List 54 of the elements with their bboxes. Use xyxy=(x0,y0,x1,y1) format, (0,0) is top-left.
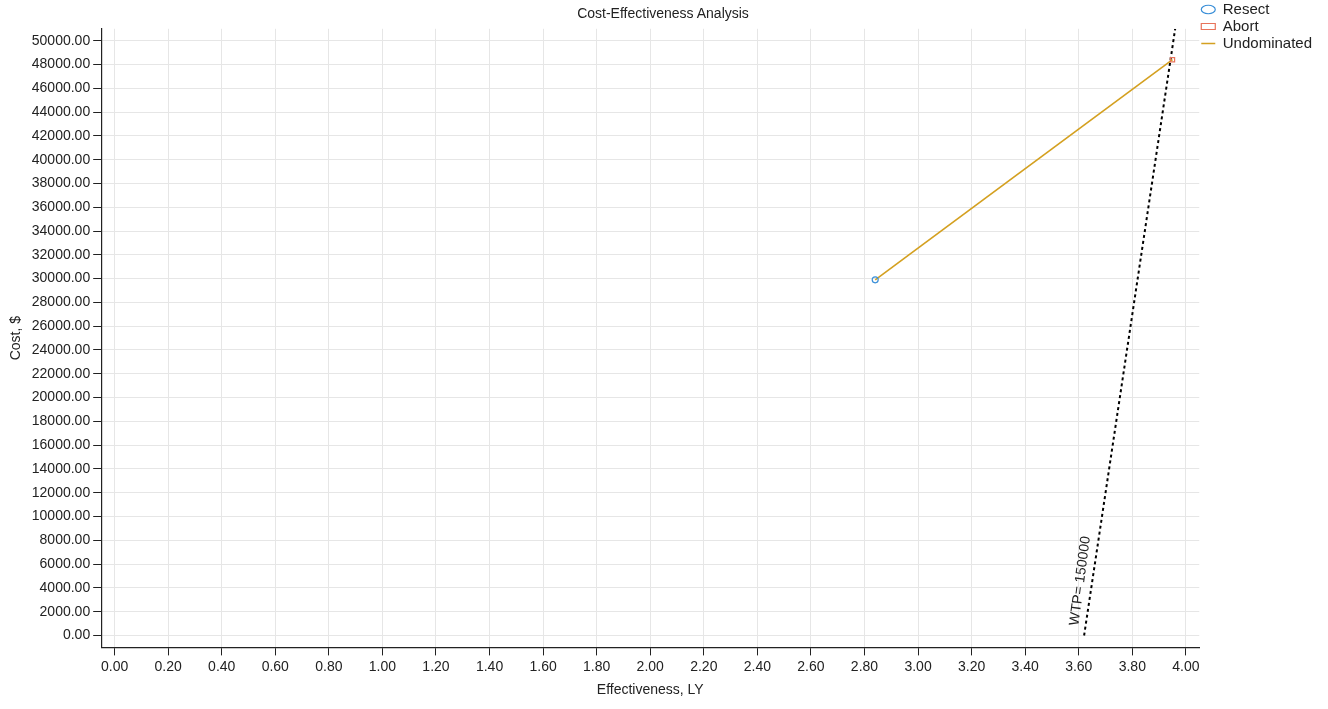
x-tick-label: 0.60 xyxy=(261,657,290,674)
x-tick-label: 2.20 xyxy=(690,657,718,674)
x-tick-label: 3.80 xyxy=(1118,657,1147,674)
x-tick-label: 0.80 xyxy=(315,657,343,674)
y-tick-label: 14000.00 xyxy=(31,459,91,476)
x-tick-label: 1.00 xyxy=(368,657,397,674)
x-tick-label: 1.40 xyxy=(475,657,504,674)
x-tick-label: 0.40 xyxy=(208,657,236,674)
y-tick-label: 2000.00 xyxy=(39,602,91,619)
y-tick-label: 44000.00 xyxy=(31,102,91,119)
x-tick-label: 1.20 xyxy=(422,657,450,674)
y-tick-label: 46000.00 xyxy=(31,79,91,96)
y-tick-label: 22000.00 xyxy=(31,364,91,381)
y-tick-label: 12000.00 xyxy=(31,483,91,500)
y-tick-label: 18000.00 xyxy=(31,412,91,429)
y-tick-label: 30000.00 xyxy=(31,269,91,286)
x-tick-label: 3.00 xyxy=(904,657,932,674)
annotation: WTP= 150000 xyxy=(1065,534,1093,627)
y-tick-label: 36000.00 xyxy=(31,198,91,215)
y-tick-label: 24000.00 xyxy=(31,340,91,357)
y-tick-label: 42000.00 xyxy=(31,126,91,143)
y-tick-label: 4000.00 xyxy=(39,578,91,595)
y-tick-label: 40000.00 xyxy=(31,150,91,167)
y-tick-label: 0.00 xyxy=(62,626,91,643)
y-tick-label: 16000.00 xyxy=(31,436,91,453)
legend-label: Undominated xyxy=(1222,33,1313,51)
x-tick-label: 1.60 xyxy=(529,657,557,674)
x-tick-label: 3.40 xyxy=(1011,657,1040,674)
x-tick-label: 4.00 xyxy=(1172,657,1200,674)
x-axis-title: Effectiveness, LY xyxy=(596,681,705,698)
y-tick-label: 8000.00 xyxy=(39,531,91,548)
y-tick-label: 34000.00 xyxy=(31,221,91,238)
y-tick-label: 38000.00 xyxy=(31,174,91,191)
y-axis-title: Cost, $ xyxy=(7,315,24,361)
x-tick-label: 2.60 xyxy=(797,657,825,674)
chart-title: Cost-Effectiveness Analysis xyxy=(577,5,749,22)
y-tick-label: 48000.00 xyxy=(31,55,91,72)
y-tick-label: 20000.00 xyxy=(31,388,91,405)
x-tick-label: 2.80 xyxy=(850,657,879,674)
y-tick-label: 10000.00 xyxy=(31,507,91,524)
y-tick-label: 6000.00 xyxy=(39,554,91,571)
y-tick-label: 32000.00 xyxy=(31,245,91,262)
x-tick-label: 1.80 xyxy=(583,657,611,674)
x-tick-label: 3.20 xyxy=(958,657,986,674)
x-tick-label: 2.40 xyxy=(743,657,772,674)
y-tick-label: 28000.00 xyxy=(31,293,91,310)
x-tick-label: 0.20 xyxy=(154,657,182,674)
x-tick-label: 0.00 xyxy=(100,657,129,674)
legend-label: Resect xyxy=(1222,0,1271,17)
y-tick-label: 26000.00 xyxy=(31,317,91,334)
legend-label: Abort xyxy=(1222,16,1260,34)
x-tick-label: 3.60 xyxy=(1065,657,1093,674)
y-tick-label: 50000.00 xyxy=(31,31,91,48)
x-tick-label: 2.00 xyxy=(636,657,665,674)
